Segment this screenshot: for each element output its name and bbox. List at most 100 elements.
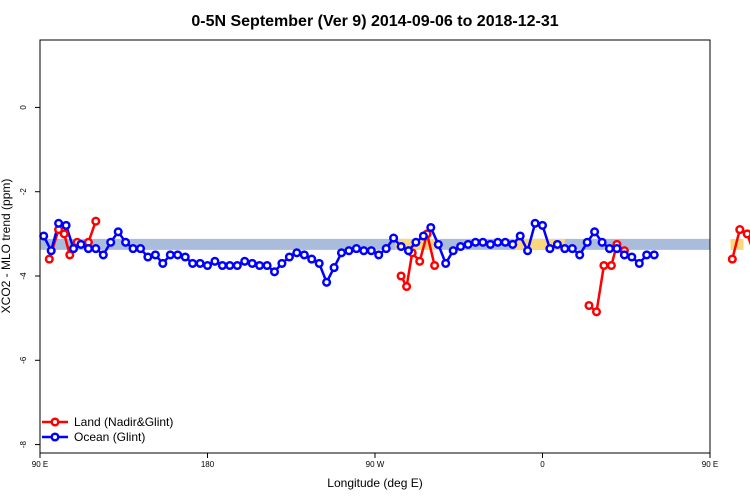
ocean-point bbox=[634, 258, 644, 268]
y-tick-label: -6 bbox=[19, 356, 28, 364]
ocean-point bbox=[262, 260, 272, 271]
ocean-point bbox=[91, 244, 101, 254]
ocean-point bbox=[76, 239, 86, 249]
x-tick-label: 90 W bbox=[366, 460, 385, 469]
y-tick-label: -4 bbox=[19, 272, 28, 280]
ocean-point bbox=[456, 241, 466, 252]
land-point bbox=[584, 300, 594, 311]
ocean-point bbox=[188, 258, 198, 268]
ocean-point bbox=[46, 246, 56, 256]
y-axis: 0 -2 -4 -6 -8 bbox=[19, 105, 40, 448]
land-point bbox=[402, 281, 412, 292]
ocean-point bbox=[292, 248, 302, 258]
ocean-point bbox=[366, 246, 376, 256]
ocean-point bbox=[83, 244, 93, 254]
ocean-point bbox=[448, 246, 458, 256]
ocean-point bbox=[597, 237, 607, 247]
ocean-point bbox=[68, 244, 79, 254]
ocean-point bbox=[314, 258, 324, 268]
land-point bbox=[742, 229, 750, 239]
ocean-point bbox=[493, 237, 503, 247]
ocean-point bbox=[575, 250, 585, 260]
ocean-point bbox=[307, 254, 317, 264]
ocean-point bbox=[649, 250, 659, 260]
ocean-point bbox=[552, 239, 562, 249]
ocean-point bbox=[545, 244, 555, 254]
ocean-point bbox=[269, 267, 280, 277]
ocean-point bbox=[106, 237, 116, 247]
ocean-point bbox=[180, 252, 190, 262]
ocean-point bbox=[113, 227, 123, 237]
ocean-point bbox=[135, 244, 146, 254]
land-point bbox=[91, 216, 101, 226]
land-point bbox=[599, 260, 609, 271]
ocean-point bbox=[411, 237, 421, 247]
land-point bbox=[396, 271, 406, 281]
ocean-point bbox=[344, 246, 354, 256]
ocean-point bbox=[336, 248, 347, 258]
series-layer bbox=[39, 216, 750, 317]
ocean-point bbox=[441, 258, 451, 268]
ocean-point bbox=[433, 239, 443, 249]
ocean-point bbox=[225, 260, 235, 271]
legend-label: Land (Nadir&Glint) bbox=[74, 415, 173, 429]
land-point bbox=[44, 254, 54, 264]
land-point bbox=[735, 225, 745, 235]
ocean-point bbox=[642, 250, 652, 260]
ocean-point bbox=[247, 258, 257, 268]
legend-label: Ocean (Glint) bbox=[74, 430, 145, 444]
ocean-point bbox=[470, 237, 481, 247]
ocean-point bbox=[232, 260, 242, 271]
land-point bbox=[591, 307, 602, 317]
ocean-point bbox=[277, 258, 287, 268]
ocean-point bbox=[98, 250, 108, 260]
ocean-point bbox=[255, 260, 265, 271]
ocean-point bbox=[158, 258, 168, 268]
x-tick-label: 0 bbox=[540, 460, 545, 469]
x-axis: 90 E 180 90 W 0 90 E bbox=[32, 453, 718, 469]
ocean-point bbox=[299, 250, 309, 260]
land-point bbox=[727, 254, 737, 264]
ocean-point bbox=[61, 220, 71, 230]
ocean-point bbox=[500, 237, 510, 247]
ocean-point bbox=[396, 241, 406, 252]
ocean-point bbox=[351, 244, 361, 254]
ocean-point bbox=[374, 250, 384, 260]
ocean-point bbox=[128, 244, 138, 254]
legend-marker bbox=[50, 417, 60, 427]
ocean-point bbox=[590, 227, 600, 237]
ocean-point bbox=[426, 222, 436, 233]
chart-title: 0-5N September (Ver 9) 2014-09-06 to 201… bbox=[191, 13, 558, 30]
legend-marker bbox=[50, 432, 60, 442]
ocean-point bbox=[389, 233, 399, 243]
ocean-point bbox=[54, 218, 64, 228]
ocean-point bbox=[612, 244, 622, 254]
land-point bbox=[415, 256, 425, 266]
ocean-point bbox=[329, 263, 339, 273]
x-tick-label: 90 E bbox=[702, 460, 718, 469]
land-point bbox=[65, 250, 75, 260]
ocean-point bbox=[418, 231, 428, 241]
x-tick-label: 180 bbox=[201, 460, 215, 469]
ocean-point bbox=[560, 244, 570, 254]
ocean-point bbox=[150, 250, 160, 260]
ocean-point bbox=[478, 237, 488, 247]
ocean-point bbox=[240, 256, 250, 266]
ocean-point bbox=[217, 260, 227, 271]
ocean-point bbox=[463, 239, 473, 249]
ocean-point bbox=[530, 218, 540, 228]
y-tick-label: -2 bbox=[19, 188, 28, 196]
ocean-point bbox=[485, 239, 495, 249]
ocean-point bbox=[537, 220, 548, 230]
ocean-point bbox=[173, 250, 183, 260]
ocean-point bbox=[359, 246, 369, 256]
ocean-point bbox=[515, 231, 525, 241]
ocean-point bbox=[143, 252, 153, 262]
x-axis-label: Longitude (deg E) bbox=[327, 476, 422, 490]
land-series-line bbox=[588, 242, 626, 315]
ocean-point bbox=[210, 256, 220, 266]
ocean-point bbox=[39, 231, 49, 241]
ocean-point bbox=[322, 277, 332, 287]
ocean-point bbox=[165, 250, 175, 260]
